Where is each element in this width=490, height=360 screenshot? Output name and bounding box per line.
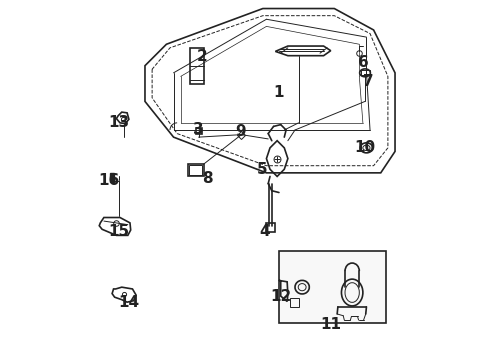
Text: 13: 13: [109, 115, 130, 130]
Text: 2: 2: [197, 49, 207, 64]
Text: 4: 4: [259, 224, 270, 239]
Bar: [267, 223, 275, 232]
Text: 7: 7: [363, 74, 373, 89]
Text: 12: 12: [270, 289, 292, 303]
Bar: [190, 48, 204, 84]
Text: 8: 8: [202, 171, 213, 186]
Bar: [279, 251, 386, 323]
Text: 9: 9: [235, 124, 246, 139]
Text: 6: 6: [358, 55, 368, 69]
Bar: [189, 165, 202, 175]
Bar: [290, 298, 298, 307]
Text: 16: 16: [98, 172, 119, 188]
Text: 15: 15: [109, 224, 130, 239]
Bar: [361, 70, 369, 75]
Text: 10: 10: [354, 140, 375, 156]
Bar: [188, 164, 204, 176]
Text: 1: 1: [274, 85, 284, 100]
Text: 3: 3: [193, 122, 204, 138]
Text: 11: 11: [320, 317, 341, 332]
Text: 14: 14: [119, 295, 140, 310]
Text: 5: 5: [257, 162, 268, 177]
